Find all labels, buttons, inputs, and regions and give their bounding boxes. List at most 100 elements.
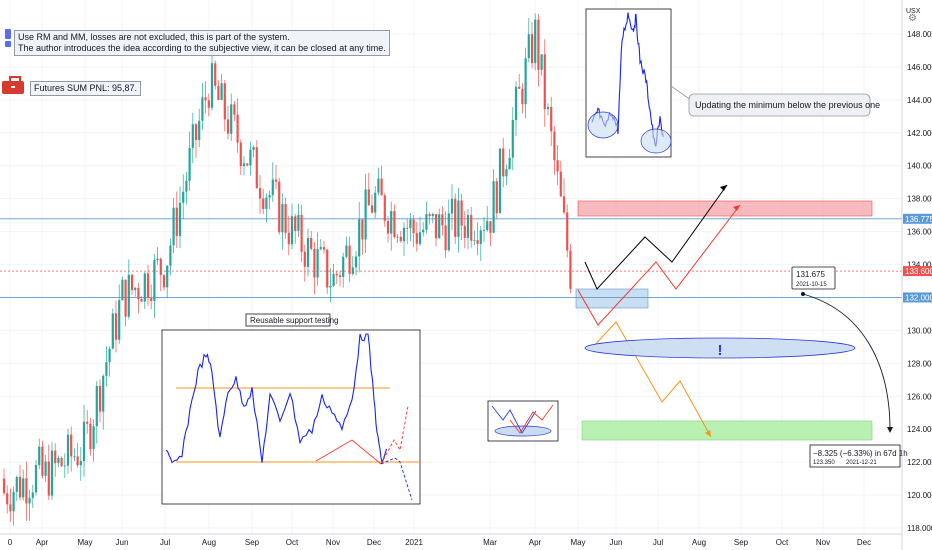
candle-body	[431, 213, 434, 217]
candle-body	[47, 461, 50, 496]
price-tick-label: 146.000	[907, 63, 932, 72]
candle-body	[2, 478, 6, 494]
settings-icon[interactable]: ⚙	[908, 13, 917, 24]
candle-body	[514, 86, 518, 120]
candle-body	[6, 493, 9, 505]
candle-body	[57, 457, 60, 464]
candle-body	[409, 219, 412, 229]
candle-body	[422, 229, 425, 233]
candle-body	[380, 178, 383, 196]
time-tick-label: Oct	[286, 538, 299, 547]
candle-body	[156, 258, 159, 261]
candle-body	[546, 107, 550, 110]
candle-body	[530, 34, 534, 64]
marker-date: 2021-10-15	[796, 282, 827, 288]
candle-body	[134, 287, 137, 291]
briefcase-icon	[2, 76, 24, 94]
projection-orange	[591, 321, 712, 438]
candle-body	[111, 313, 114, 349]
candle-body	[332, 273, 335, 286]
candle-body	[204, 97, 207, 101]
candle-body	[262, 198, 265, 209]
candle-body	[303, 251, 306, 267]
candle-body	[441, 214, 444, 226]
time-tick-label: Dec	[367, 538, 381, 547]
time-tick-label: Sep	[734, 538, 749, 547]
candle-body	[415, 233, 418, 244]
candle-body	[153, 260, 156, 301]
candle-body	[226, 119, 230, 134]
candle-body	[31, 492, 34, 498]
callout-text: Updating the minimum below the previous …	[695, 100, 880, 110]
support-label-box	[245, 313, 331, 327]
inset-red-projection	[380, 405, 409, 465]
candle-body	[236, 114, 239, 143]
candle-body	[265, 197, 268, 209]
candle-body	[364, 189, 367, 240]
candle-body	[188, 148, 191, 181]
candle-body	[543, 54, 546, 110]
target-zone	[581, 420, 873, 441]
candle-body	[511, 119, 514, 158]
candle-body	[502, 148, 505, 177]
candle-body	[367, 189, 370, 206]
price-tick-label: 136.000	[907, 228, 932, 237]
candle-body	[95, 385, 98, 427]
time-tick-label: Apr	[36, 538, 49, 547]
candle-body	[223, 83, 226, 120]
candle-body	[118, 300, 121, 340]
candle-body	[178, 202, 182, 236]
candle-body	[98, 385, 102, 412]
candle-body	[524, 58, 527, 105]
candle-body	[390, 211, 393, 234]
exclamation-mark: !	[718, 342, 723, 359]
candle-body	[447, 213, 450, 251]
candle-body	[540, 54, 543, 70]
time-tick-label: Jul	[653, 538, 663, 547]
candle-body	[105, 362, 108, 376]
candle-body	[338, 275, 342, 277]
candle-body	[300, 214, 303, 252]
inset-support-line-series	[165, 333, 388, 465]
currency-label: USX	[906, 8, 921, 15]
candle-body	[290, 216, 294, 245]
measure-date: 2021-12-21	[846, 460, 877, 466]
callout-line	[670, 85, 692, 101]
candle-body	[172, 207, 175, 246]
candle-body	[50, 450, 54, 496]
candle-body	[326, 249, 329, 288]
candle-body	[233, 104, 236, 115]
candle-body	[220, 83, 223, 100]
price-tick-label: 140.000	[907, 162, 932, 171]
candle-body	[306, 238, 310, 267]
price-level-tag-text: 133.600	[905, 267, 932, 276]
candle-body	[316, 249, 319, 278]
candle-body	[166, 265, 169, 288]
candle-body	[284, 203, 287, 233]
candle-body	[210, 63, 214, 108]
candle-body	[15, 477, 18, 492]
candle-body	[498, 148, 502, 214]
attention-ellipse	[584, 337, 856, 359]
time-axis[interactable]: 0 Apr May Jun Jul Aug Sep Oct Nov Dec 2021 Mar Apr Ma…	[0, 533, 902, 547]
author-note: Use RM and MM, losses are not excluded, …	[14, 30, 390, 56]
price-tick-label: 148.000	[907, 30, 932, 39]
candle-body	[175, 207, 178, 236]
price-level-tag	[903, 213, 932, 224]
mini-schematic-blue	[491, 405, 537, 434]
candle-body	[159, 258, 162, 276]
candle-body	[114, 313, 118, 340]
candle-body	[76, 456, 79, 466]
inset-red-trend	[315, 439, 382, 465]
price-axis[interactable]: 118.000 120.000 122.000 124.000 126.000 128.0…	[901, 0, 932, 550]
time-tick-label: 0	[8, 538, 13, 547]
candle-body	[140, 299, 143, 302]
projection-red-arrowhead	[733, 205, 740, 211]
time-tick-label: May	[77, 538, 92, 547]
inset-blue-projection	[380, 457, 413, 501]
candle-body	[18, 477, 22, 498]
candle-body	[102, 375, 105, 412]
projection-black	[584, 184, 728, 290]
candle-body	[268, 195, 271, 198]
